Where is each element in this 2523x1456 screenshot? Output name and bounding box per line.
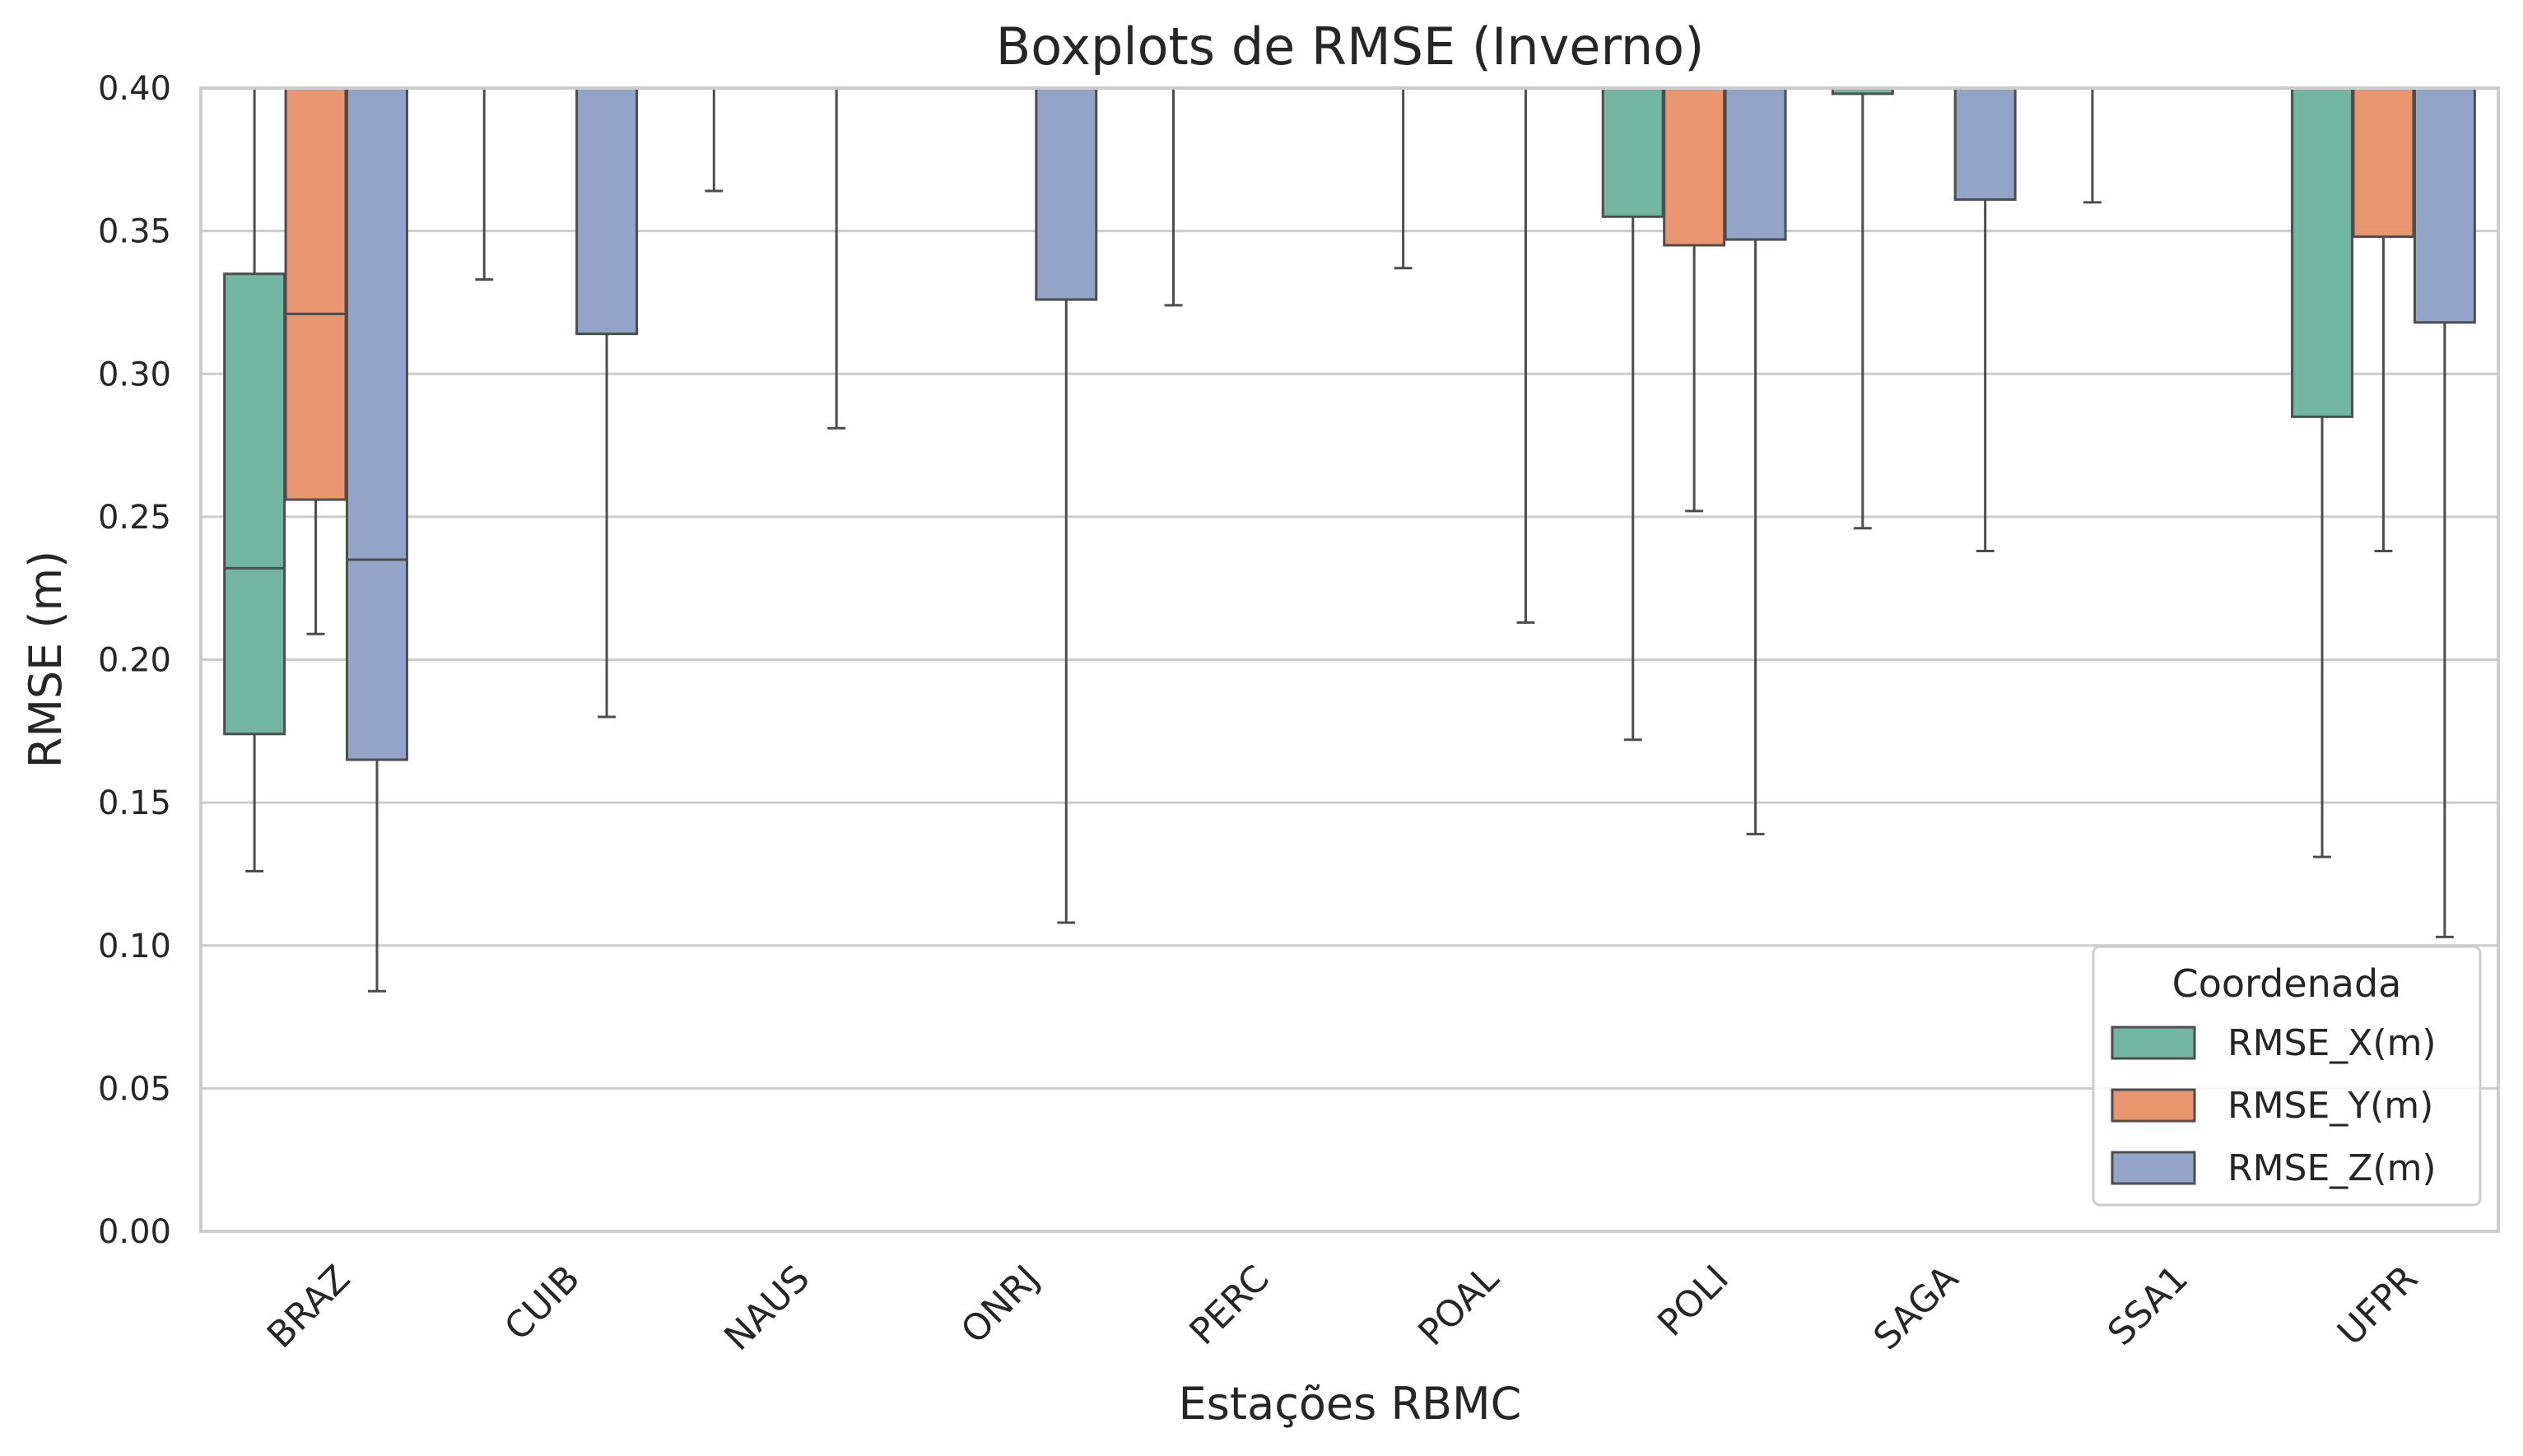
iqr-box [1601, 86, 1664, 218]
y-tick-label: 0.20 [98, 642, 171, 680]
legend-item: RMSE_Y(m) [2111, 1085, 2433, 1127]
box-poli-3 [1724, 86, 1787, 835]
x-axis-label: Estações RBMC [1179, 1378, 1522, 1430]
box-naus-3 [827, 88, 846, 430]
y-tick-label: 0.00 [98, 1213, 171, 1251]
iqr-box [1663, 86, 1726, 247]
iqr-box [1035, 86, 1098, 301]
iqr-box [2352, 86, 2415, 239]
y-tick-labels: 0.00 0.05 0.10 0.15 0.20 0.25 0.30 0.35 0.40 [98, 70, 171, 1251]
y-tick-label: 0.30 [98, 356, 171, 393]
legend-label: RMSE_Z(m) [2227, 1147, 2437, 1189]
y-tick-label: 0.05 [98, 1070, 171, 1108]
iqr-box [2291, 86, 2353, 418]
iqr-box [1724, 86, 1787, 241]
iqr-box [284, 86, 347, 501]
box-poli-1 [1601, 86, 1664, 742]
box-cuib-3 [575, 86, 639, 719]
box-naus-1 [705, 88, 724, 193]
legend-swatch [2111, 1088, 2196, 1123]
legend-title: Coordenada [2172, 961, 2402, 1006]
box-ufpr-2 [2352, 86, 2415, 553]
legend-swatch [2111, 1026, 2196, 1060]
legend-swatch [2111, 1151, 2196, 1185]
y-tick-label: 0.35 [98, 213, 171, 251]
box-poli-2 [1663, 86, 1726, 513]
box-perc-1 [1164, 88, 1183, 307]
legend-item: RMSE_X(m) [2111, 1022, 2437, 1064]
legend-item: RMSE_Z(m) [2111, 1147, 2437, 1189]
legend-label: RMSE_Y(m) [2227, 1085, 2433, 1127]
box-ufpr-3 [2413, 86, 2476, 938]
boxes [223, 86, 2476, 993]
chart-title: Boxplots de RMSE (Inverno) [996, 16, 1705, 77]
box-poal-1 [1394, 88, 1413, 270]
legend-label: RMSE_X(m) [2227, 1022, 2437, 1064]
iqr-box [575, 86, 639, 336]
legend-items: RMSE_X(m) RMSE_Y(m) RMSE_Z(m) [2111, 1022, 2437, 1189]
y-tick-label: 0.40 [98, 70, 171, 108]
iqr-box [346, 86, 408, 761]
y-tick-label: 0.25 [98, 499, 171, 537]
box-ssa1-1 [2083, 88, 2102, 204]
box-poal-3 [1516, 88, 1535, 624]
y-axis-label: RMSE (m) [20, 551, 72, 768]
box-onrj-3 [1035, 86, 1098, 924]
box-braz-1 [223, 88, 286, 872]
legend-frame [2092, 945, 2482, 1207]
iqr-box [223, 272, 286, 736]
box-ufpr-1 [2291, 86, 2353, 858]
legend: Coordenada RMSE_X(m) RMSE_Y(m) RMSE_Z(m) [2092, 945, 2482, 1207]
plot-frame [199, 86, 2500, 1233]
box-cuib-1 [475, 88, 494, 281]
y-tick-label: 0.10 [98, 928, 171, 965]
iqr-box [1953, 86, 2017, 201]
y-tick-label: 0.15 [98, 784, 171, 822]
iqr-box [2413, 86, 2476, 324]
